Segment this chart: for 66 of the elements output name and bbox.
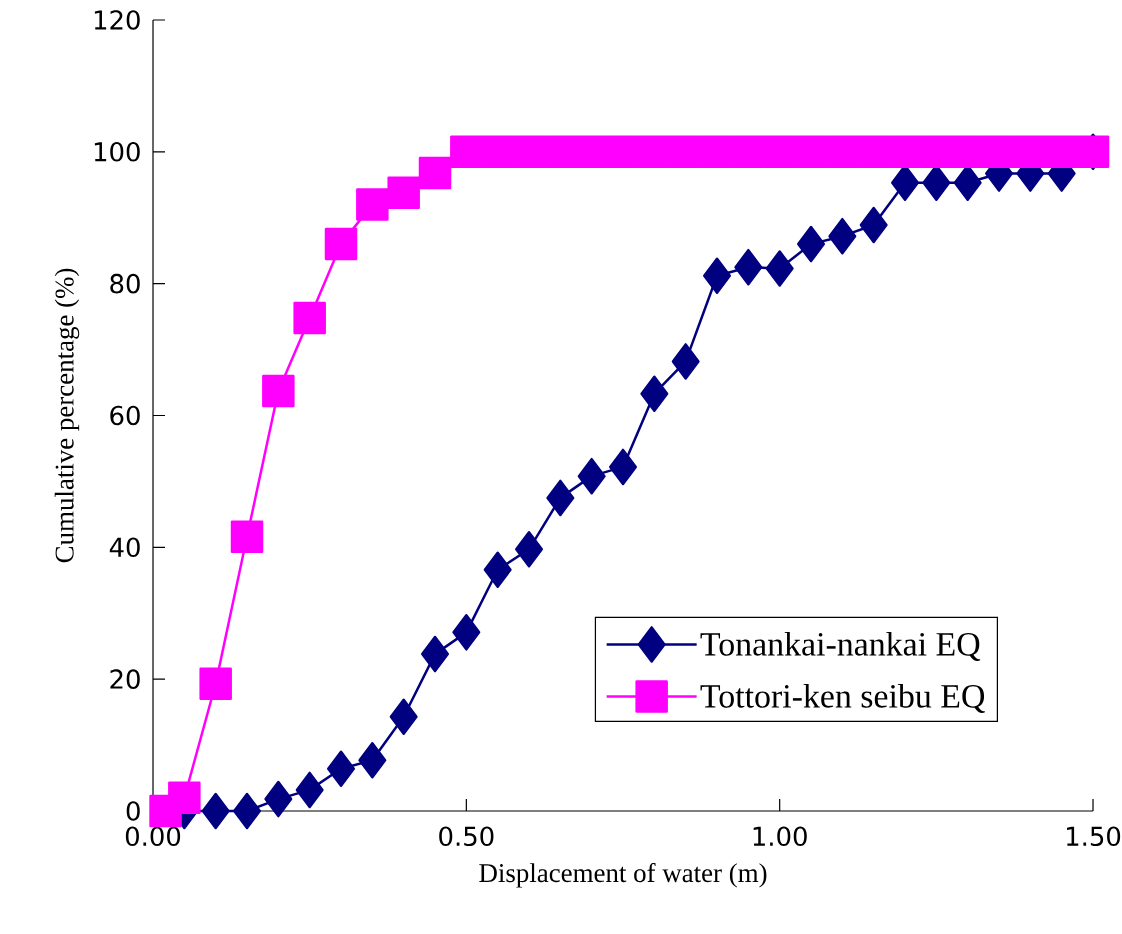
point xyxy=(703,257,732,294)
y-tick-label: 60 xyxy=(110,405,140,426)
x-tick-label: 0.00 xyxy=(125,826,181,847)
point xyxy=(421,635,450,673)
point xyxy=(327,750,356,788)
point xyxy=(575,135,608,169)
point xyxy=(450,135,483,169)
point xyxy=(765,250,794,287)
point xyxy=(233,792,262,830)
point xyxy=(293,301,326,335)
y-tick-label: 0 xyxy=(126,801,140,821)
point xyxy=(640,375,669,412)
y-tick-label: 100 xyxy=(94,142,140,162)
point xyxy=(732,135,765,169)
point xyxy=(888,135,922,169)
y-tick-label: 120 xyxy=(94,10,140,30)
legend-label: Tottori-ken seibu EQ xyxy=(700,683,985,713)
point xyxy=(295,771,324,809)
point xyxy=(734,248,763,286)
point xyxy=(358,741,387,779)
point xyxy=(515,531,544,568)
point xyxy=(609,448,638,486)
point xyxy=(826,135,859,169)
y-tick-label: 80 xyxy=(110,273,140,294)
point xyxy=(168,781,201,815)
point xyxy=(264,780,293,818)
point xyxy=(920,135,953,169)
x-tick-label: 1.00 xyxy=(753,826,807,847)
point xyxy=(201,792,230,830)
point xyxy=(483,551,512,588)
point xyxy=(797,225,826,263)
legend-label: Tonankai-nankai EQ xyxy=(700,631,981,661)
point xyxy=(262,374,295,408)
point xyxy=(199,667,232,701)
point xyxy=(669,135,702,169)
x-tick-label: 1.50 xyxy=(1067,826,1121,847)
point xyxy=(700,135,734,169)
point xyxy=(982,135,1016,169)
point xyxy=(951,135,984,169)
point xyxy=(859,206,888,244)
point xyxy=(324,227,358,261)
point xyxy=(356,188,389,221)
y-tick-label: 40 xyxy=(109,537,140,558)
point xyxy=(1045,135,1078,169)
y-tick-label: 20 xyxy=(110,669,140,689)
point xyxy=(638,135,671,169)
point xyxy=(577,457,606,495)
point xyxy=(794,135,828,169)
point xyxy=(418,156,452,190)
point xyxy=(546,479,575,517)
point xyxy=(230,520,264,554)
point xyxy=(389,698,418,735)
point xyxy=(828,217,857,255)
x-axis-title: Displacement of water (m) xyxy=(479,862,767,888)
point xyxy=(544,135,577,169)
point xyxy=(481,135,514,169)
x-tick-label: 0.50 xyxy=(439,826,494,847)
point xyxy=(1014,135,1047,169)
y-axis-title: Cumulative percentage (%) xyxy=(54,268,80,563)
point xyxy=(763,135,796,169)
point xyxy=(387,176,420,209)
point xyxy=(512,135,546,169)
point xyxy=(606,135,640,169)
point xyxy=(857,135,890,169)
point xyxy=(671,343,700,380)
point xyxy=(452,614,481,651)
